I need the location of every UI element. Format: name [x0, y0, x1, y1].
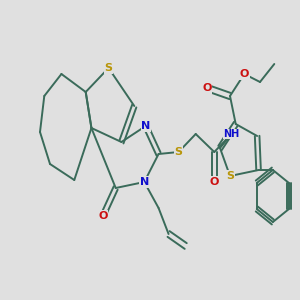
Text: O: O — [202, 83, 212, 93]
Text: N: N — [141, 121, 150, 131]
Text: O: O — [240, 69, 249, 79]
Text: S: S — [105, 63, 112, 73]
Text: NH: NH — [223, 129, 240, 139]
Text: O: O — [98, 211, 107, 221]
Text: N: N — [140, 177, 149, 187]
Text: O: O — [210, 177, 219, 187]
Text: S: S — [226, 171, 234, 181]
Text: S: S — [175, 147, 183, 157]
